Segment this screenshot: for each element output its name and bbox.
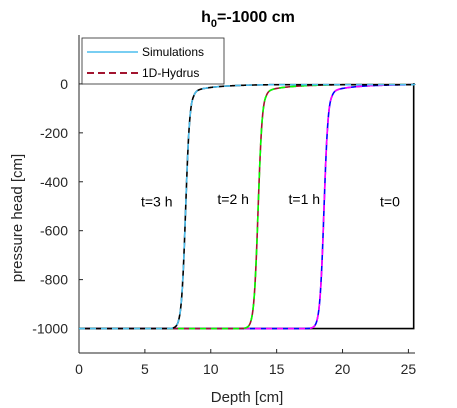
y-tick-label: 0 xyxy=(60,76,68,92)
chart-title: h0=-1000 cm xyxy=(201,9,295,30)
legend-label-1d-hydrus: 1D-Hydrus xyxy=(142,66,199,80)
x-tick-label: 10 xyxy=(203,361,219,377)
plot-area: 0 5 10 15 20 25 0 -200 -400 -600 -800 -1000 t=3 h t=2… xyxy=(32,35,416,377)
y-tick-label: -200 xyxy=(40,125,68,141)
legend-box xyxy=(81,37,225,85)
y-tick-label: -600 xyxy=(40,223,68,239)
y-tick-label: -800 xyxy=(40,272,68,288)
x-tick-label: 5 xyxy=(141,361,149,377)
x-tick-label: 20 xyxy=(335,361,351,377)
series-t-3-h-overlay xyxy=(79,83,416,330)
annotation-label: t=1 h xyxy=(289,191,321,207)
title-subscript: 0 xyxy=(211,18,217,30)
annotation-label: t=3 h xyxy=(141,193,173,209)
title-rest: =-1000 cm xyxy=(217,9,295,26)
annotation-label: t=0 xyxy=(380,193,400,209)
x-tick-label: 0 xyxy=(75,361,83,377)
x-tick-label: 15 xyxy=(269,361,285,377)
annotation-label: t=2 h xyxy=(217,191,249,207)
legend-label-simulations: Simulations xyxy=(142,45,204,59)
y-tick-label: -1000 xyxy=(32,321,68,337)
legend: Simulations 1D-Hydrus xyxy=(81,37,225,85)
y-tick-label: -400 xyxy=(40,174,68,190)
x-tick-label: 25 xyxy=(401,361,417,377)
x-axis-label: Depth [cm] xyxy=(211,389,284,406)
y-axis-label: pressure head [cm] xyxy=(9,154,26,282)
title-main: h xyxy=(201,9,211,26)
